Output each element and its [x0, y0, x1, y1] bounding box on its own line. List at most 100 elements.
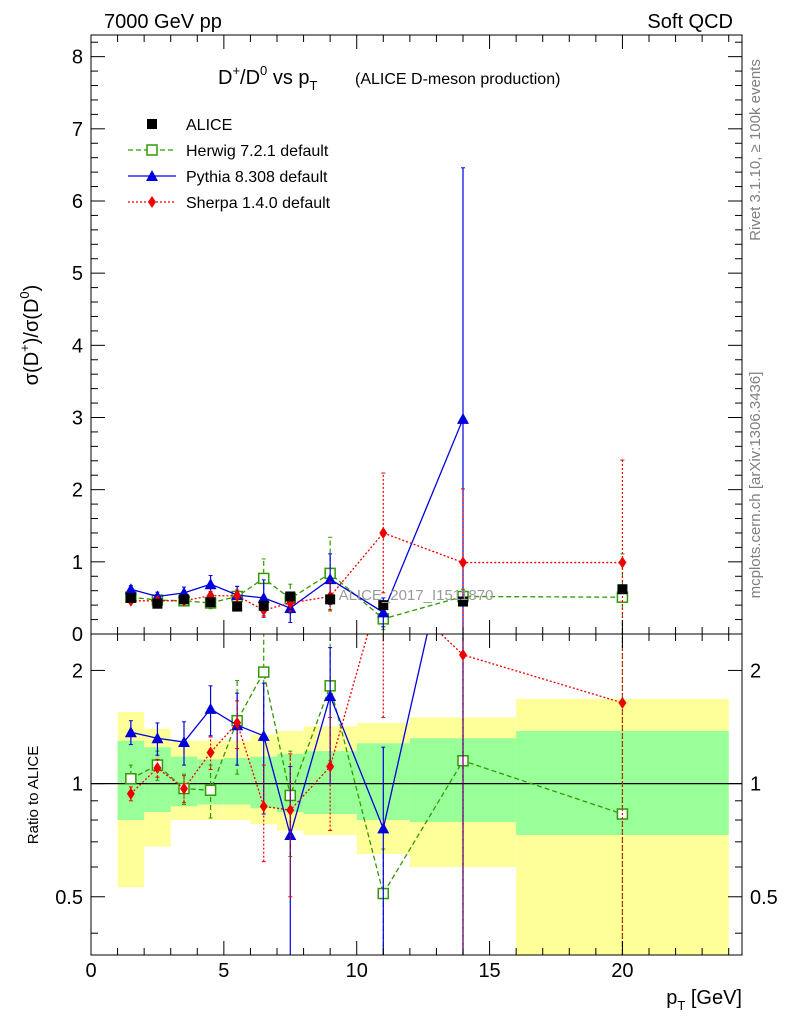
data-point — [204, 578, 217, 590]
legend: ALICE Herwig 7.2.1 default Pythia 8.308 … — [128, 117, 331, 212]
analysis-watermark: ALICE_2017_I1511870 — [339, 587, 494, 604]
data-point — [324, 573, 337, 585]
data-point — [378, 600, 389, 611]
series-herwig — [125, 536, 629, 635]
main-ytick-label: 1 — [72, 552, 83, 574]
ratio-panel: 0.5 0.51 12 20 5 10 15 20 Ratio to ALICE pT [Ge… — [25, 633, 778, 1013]
ratio-ytick-label-right: 2 — [750, 660, 761, 682]
ratio-ytick-label: 1 — [72, 774, 83, 796]
ratio-point — [259, 800, 268, 813]
ratio-point — [125, 773, 137, 785]
data-point — [233, 589, 242, 602]
data-point — [617, 584, 628, 595]
ratio-point — [206, 746, 215, 759]
ratio-point — [204, 702, 217, 714]
legend-marker-herwig — [146, 144, 158, 156]
ratio-point — [326, 760, 335, 773]
data-point — [285, 591, 296, 602]
legend-marker-alice — [147, 119, 157, 129]
data-point — [379, 526, 388, 539]
ratio-series-line — [130, 634, 428, 838]
ratio-point — [204, 784, 217, 797]
series-pythia — [124, 167, 469, 635]
ratio-point — [377, 822, 390, 834]
xlabel-sub-t: T — [677, 998, 685, 1013]
data-point — [325, 594, 336, 605]
ylabel-part-a: σ(D — [21, 352, 43, 385]
data-point — [179, 594, 189, 605]
ratio-ylabel: Ratio to ALICE — [25, 746, 42, 844]
main-ylabel: σ(D+)/σ(D0) — [17, 285, 43, 386]
data-point — [618, 556, 627, 569]
ratio-point — [153, 762, 162, 775]
main-ytick-label: 3 — [72, 407, 83, 429]
series-line — [130, 418, 464, 614]
ratio-frame — [90, 633, 743, 956]
ratio-point — [178, 736, 190, 748]
data-point — [125, 592, 136, 603]
main-ytick-label: 8 — [72, 47, 83, 69]
data-point — [257, 591, 270, 603]
xtick-label: 15 — [478, 960, 500, 982]
data-point — [205, 597, 216, 608]
legend-marker-pythia — [146, 170, 158, 181]
ylabel-sup-zero: 0 — [17, 291, 32, 298]
data-point — [458, 596, 468, 607]
title-part-d: D — [218, 67, 232, 89]
title-sub-t: T — [310, 78, 318, 93]
title-part-vs: vs p — [267, 67, 309, 89]
ratio-point — [257, 666, 270, 678]
ratio-point — [459, 648, 467, 661]
ratio-point — [618, 696, 627, 709]
ylabel-sup-plus: + — [17, 344, 32, 352]
ratio-ytick-label: 2 — [72, 660, 83, 682]
xtick-label: 20 — [611, 960, 633, 982]
legend-label-alice: ALICE — [186, 117, 232, 134]
data-point — [232, 601, 243, 612]
data-point — [377, 606, 390, 618]
ratio-ytick-label: 0.5 — [55, 887, 83, 909]
data-point — [459, 556, 467, 569]
xtick-label: 0 — [85, 960, 96, 982]
legend-label-herwig: Herwig 7.2.1 default — [186, 143, 329, 160]
ratio-point — [124, 726, 137, 738]
xtick-label: 5 — [218, 960, 229, 982]
main-ytick-label: 2 — [72, 480, 83, 502]
ratio-series-line — [130, 670, 623, 896]
header-right: Soft QCD — [647, 11, 733, 33]
main-ytick-label: 7 — [72, 119, 83, 141]
ratio-point — [284, 828, 297, 840]
legend-label-pythia: Pythia 8.308 default — [186, 169, 328, 186]
data-point — [152, 598, 163, 609]
title-sup-zero: 0 — [260, 63, 267, 78]
xlabel-part-p: p — [666, 987, 677, 1009]
mcplots-label: mcplots.cern.ch [arXiv:1306.3436] — [747, 372, 764, 599]
main-ytick-label: 6 — [72, 191, 83, 213]
main-ytick-label: 4 — [72, 335, 83, 357]
ratio-point — [180, 782, 188, 795]
header-left: 7000 GeV pp — [104, 11, 222, 33]
ratio-point — [151, 732, 164, 744]
main-title: D+/D0 vs pT — [218, 63, 318, 93]
ratio-point — [324, 690, 337, 702]
ratio-point — [286, 804, 295, 817]
series-data — [125, 584, 628, 612]
title-sup-plus: + — [232, 63, 240, 78]
ylabel-part-b: )/σ(D — [21, 299, 43, 345]
ratio-point — [126, 787, 135, 800]
xlabel-part-unit: [GeV] — [685, 987, 742, 1009]
xtick-label: 10 — [346, 960, 368, 982]
ratio-ytick-label-right: 0.5 — [750, 887, 778, 909]
main-ytick-label: 5 — [72, 263, 83, 285]
data-point — [258, 600, 269, 611]
data-point — [124, 583, 137, 595]
ratio-ytick-label-right: 1 — [750, 774, 761, 796]
ratio-point — [233, 716, 242, 729]
ylabel-part-c: ) — [21, 285, 43, 292]
legend-marker-sherpa — [148, 196, 156, 208]
ratio-point — [257, 729, 270, 741]
legend-label-sherpa: Sherpa 1.4.0 default — [186, 195, 331, 212]
ratio-series-pythia — [124, 634, 465, 955]
